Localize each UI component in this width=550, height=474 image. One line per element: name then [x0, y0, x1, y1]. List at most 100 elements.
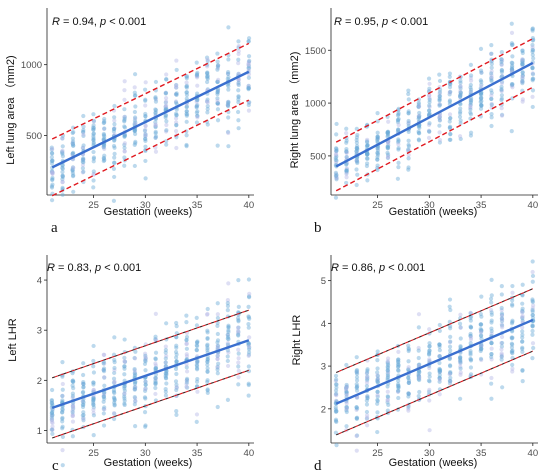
panel-d-data-point [437, 379, 442, 384]
panel-d-data-point [364, 370, 370, 375]
panel-a-data-point [60, 149, 65, 154]
panel-a-data-point [49, 198, 55, 203]
panel-b-data-point [406, 110, 411, 116]
panel-c-data-point [122, 402, 127, 408]
panel-a-data-point [194, 105, 199, 110]
panel-b-data-point [354, 158, 359, 164]
panel-a-data-point [122, 124, 127, 129]
panel-c-data-point [132, 370, 138, 375]
panel-d-data-point [458, 357, 463, 362]
panel-a-data-point [246, 65, 252, 71]
panel-c-data-point [122, 398, 127, 403]
panel-b-data-point [375, 136, 380, 141]
panel-b-data-point [406, 120, 411, 125]
panel-b-data-point [396, 116, 401, 122]
panel-a-data-point [71, 130, 76, 135]
panel-c-x-axis-label: Gestation (weeks) [104, 457, 193, 469]
panel-d-x-tick-label: 40 [528, 448, 539, 459]
panel-a-data-point [246, 83, 251, 89]
panel-d-data-point [499, 312, 505, 318]
panel-a-data-point [71, 143, 76, 148]
panel-a-data-point [101, 132, 107, 138]
panel-c-data-point [153, 350, 159, 355]
panel-a-data-point [133, 139, 138, 144]
panel-a-data-point [173, 92, 179, 97]
panel-a-data-point [247, 58, 252, 63]
panel-c-data-point [215, 356, 220, 362]
panel-d-data-point [437, 342, 442, 347]
panel-a-data-point [153, 122, 158, 127]
panel-c-data-point [143, 355, 148, 360]
panel-c-data-point [102, 352, 107, 358]
panel-b-data-point [406, 167, 411, 172]
panel-c-data-point [143, 379, 148, 384]
panel-a-data-point [226, 87, 231, 92]
panel-b-data-point [489, 123, 494, 129]
panel-d-data-point [510, 290, 515, 295]
panel-c-data-point [122, 364, 127, 369]
panel-b-data-point [416, 124, 421, 129]
panel-b-data-point [479, 102, 484, 108]
panel-b-data-point [416, 114, 421, 119]
panel-b-data-point [427, 112, 432, 117]
panel-b-data-point [426, 128, 432, 133]
panel-d-data-point [417, 389, 422, 395]
panel-a-data-point [205, 100, 210, 105]
panel-b-data-point [354, 135, 360, 140]
panel-a-data-point [111, 126, 117, 132]
panel-b-data-point [437, 117, 443, 123]
panel-b-data-point [447, 126, 453, 131]
panel-b-data-point [396, 147, 401, 152]
panel-b-data-point [437, 72, 442, 77]
panel-d-data-point [385, 397, 390, 403]
panel-d-data-point [500, 340, 505, 346]
panel-d-data-point [489, 277, 494, 282]
panel-a: R = 0.94, p < 0.001 Gestation (weeks) Le… [4, 16, 192, 236]
panel-d-data-point [479, 357, 484, 363]
panel-a-data-point [184, 104, 189, 110]
panel-b-data-point [500, 73, 505, 79]
panel-a-data-point [215, 88, 221, 93]
panel-b-data-point [520, 59, 525, 65]
panel-b-data-point [479, 70, 484, 75]
panel-d-points [333, 259, 536, 453]
panel-b-data-point [489, 51, 494, 56]
panel-b-data-point [386, 154, 391, 159]
panel-d-data-point [478, 356, 484, 361]
panel-b-data-point [489, 69, 494, 74]
panel-d-data-point [437, 376, 442, 381]
panel-c-data-point [215, 365, 220, 370]
panel-c-data-point [205, 366, 210, 371]
panel-b-data-point [468, 100, 473, 105]
panel-b-data-point [416, 137, 421, 142]
panel-c-data-point [174, 382, 179, 387]
panel-b-data-point [531, 56, 536, 61]
panel-c-data-point [246, 350, 252, 355]
panel-c-data-point [205, 311, 210, 317]
panel-d-data-point [479, 336, 484, 341]
panel-c-data-point [49, 417, 54, 423]
panel-a-data-point [246, 39, 251, 44]
panel-d-data-point [499, 357, 504, 362]
panel-d-data-point [396, 362, 401, 368]
panel-b-data-point [417, 104, 422, 109]
panel-b-data-point [509, 66, 515, 72]
panel-c-data-point [246, 314, 251, 319]
panel-a-data-point [143, 111, 148, 117]
panel-c-data-point [226, 324, 231, 330]
panel-d-data-point [365, 374, 370, 379]
panel-b-data-point [489, 102, 494, 107]
panel-c-data-point [184, 365, 189, 370]
panel-c-data-point [132, 356, 138, 361]
panel-d-data-point [333, 378, 338, 384]
panel-c-data-point [70, 404, 75, 409]
panel-c-data-point [194, 419, 199, 424]
panel-d-data-point [530, 299, 535, 305]
panel-c-data-point [143, 353, 148, 358]
panel-c-data-point [101, 406, 106, 412]
panel-b-data-point [416, 115, 422, 120]
panel-b-data-point [437, 114, 443, 120]
panel-d-data-point [509, 335, 514, 340]
panel-b-data-point [530, 49, 535, 54]
panel-d-data-point [468, 324, 473, 329]
